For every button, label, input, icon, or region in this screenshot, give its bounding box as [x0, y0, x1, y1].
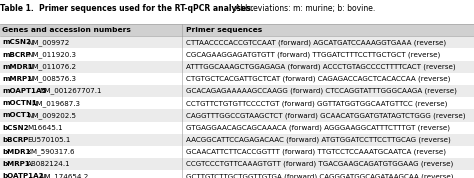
Text: M16645.1: M16645.1	[27, 125, 63, 131]
Text: GTGAGGAACAGCAGCAAACA (forward) AGGGAAGGCATTTCTTTGT (reverse): GTGAGGAACAGCAGCAAACA (forward) AGGGAAGGC…	[186, 124, 450, 131]
Text: mBCRP: mBCRP	[2, 51, 31, 57]
Text: NM_019687.3: NM_019687.3	[31, 100, 80, 107]
Bar	[0, 146, 474, 158]
Bar	[0, 158, 474, 170]
Bar	[0, 48, 474, 61]
Text: bBCRP: bBCRP	[2, 137, 28, 143]
Text: NM_008576.3: NM_008576.3	[27, 75, 76, 82]
Text: bCSN2: bCSN2	[2, 125, 29, 131]
Text: GCACAGAGAAAAAGCCAAGG (forward) CTCCAGGTATTTGGGCAAGA (reverse): GCACAGAGAAAAAGCCAAGG (forward) CTCCAGGTA…	[186, 88, 457, 94]
Text: CTGTGCTCACGATTGCTCAT (forward) CAGAGACCAGCTCACACCAA (reverse): CTGTGCTCACGATTGCTCAT (forward) CAGAGACCA…	[186, 76, 451, 82]
Text: bMRP1: bMRP1	[2, 161, 30, 167]
Text: XM_590317.6: XM_590317.6	[27, 149, 75, 155]
Text: mOCTN1: mOCTN1	[2, 100, 37, 106]
Text: mCSN2: mCSN2	[2, 39, 31, 45]
Bar	[0, 61, 474, 73]
Text: CCTGTTCTGTGTTCCCCTGT (forward) GGTTATGGTGGCAATGTTCC (reverse): CCTGTTCTGTGTTCCCCTGT (forward) GGTTATGGT…	[186, 100, 447, 107]
Text: AB082124.1: AB082124.1	[27, 161, 71, 167]
Text: bMDR1: bMDR1	[2, 149, 31, 155]
Text: NM_001267707.1: NM_001267707.1	[40, 88, 102, 95]
Bar	[0, 97, 474, 109]
Bar	[0, 24, 474, 36]
Bar	[0, 85, 474, 97]
Text: mMDR1: mMDR1	[2, 64, 33, 70]
Text: Genes and accession numbers: Genes and accession numbers	[2, 27, 131, 33]
Text: CTTAACCCCACCGTCCAAT (forward) AGCATGATCCAAAGGTGAAA (reverse): CTTAACCCCACCGTCCAAT (forward) AGCATGATCC…	[186, 39, 447, 46]
Text: NM_174654.2: NM_174654.2	[40, 173, 89, 178]
Text: NM_009972: NM_009972	[27, 39, 69, 46]
Bar	[0, 109, 474, 122]
Text: EU570105.1: EU570105.1	[27, 137, 70, 143]
Text: NM_011076.2: NM_011076.2	[27, 63, 76, 70]
Text: CGCAGAAGGAGATGTGTT (forward) TTGGATCTTTCCTTGCTGCT (reverse): CGCAGAAGGAGATGTGTT (forward) TTGGATCTTTC…	[186, 51, 440, 58]
Text: NM_009202.5: NM_009202.5	[27, 112, 76, 119]
Text: mOAPT1A5: mOAPT1A5	[2, 88, 47, 94]
Text: mMRP1: mMRP1	[2, 76, 33, 82]
Text: CCGTCCCTGTTCAAAGTGTT (forward) TGACGAAGCAGATGTGGAAG (reverse): CCGTCCCTGTTCAAAGTGTT (forward) TGACGAAGC…	[186, 161, 454, 167]
Bar	[0, 134, 474, 146]
Text: CAGGTTTGGCCGTAAGCTCT (forward) GCAACATGGATGTATAGTCTGGG (reverse): CAGGTTTGGCCGTAAGCTCT (forward) GCAACATGG…	[186, 112, 466, 119]
Text: AACGGCATTCCAGAGACAAC (forward) ATGTGGATCCTTCCTTGCAG (reverse): AACGGCATTCCAGAGACAAC (forward) ATGTGGATC…	[186, 137, 451, 143]
Bar	[0, 36, 474, 48]
Text: NM_011920.3: NM_011920.3	[27, 51, 76, 58]
Bar	[0, 73, 474, 85]
Bar	[0, 170, 474, 178]
Text: Table 1.  Primer sequences used for the RT-qPCR analyses.: Table 1. Primer sequences used for the R…	[0, 4, 254, 14]
Bar	[0, 122, 474, 134]
Text: Abbreviations: m: murine; b: bovine.: Abbreviations: m: murine; b: bovine.	[235, 4, 375, 14]
Text: Primer sequences: Primer sequences	[186, 27, 263, 33]
Text: mOCT1: mOCT1	[2, 112, 31, 119]
Text: bOATP1A2: bOATP1A2	[2, 173, 44, 178]
Text: ATTTGGCAAAGCTGGAGAGA (forward) ACCCTGTAGCCCCTTTTCACT (reverse): ATTTGGCAAAGCTGGAGAGA (forward) ACCCTGTAG…	[186, 63, 456, 70]
Text: GCAACATTCTTCACCGGTTT (forward) TTGTCCTCCAAATGCAATCA (reverse): GCAACATTCTTCACCGGTTT (forward) TTGTCCTCC…	[186, 149, 447, 155]
Text: GCTTGTCTTGCTGGTTGTGA (forward) CAGGGATGGCAGATAAGCAA (reverse): GCTTGTCTTGCTGGTTGTGA (forward) CAGGGATGG…	[186, 173, 454, 178]
